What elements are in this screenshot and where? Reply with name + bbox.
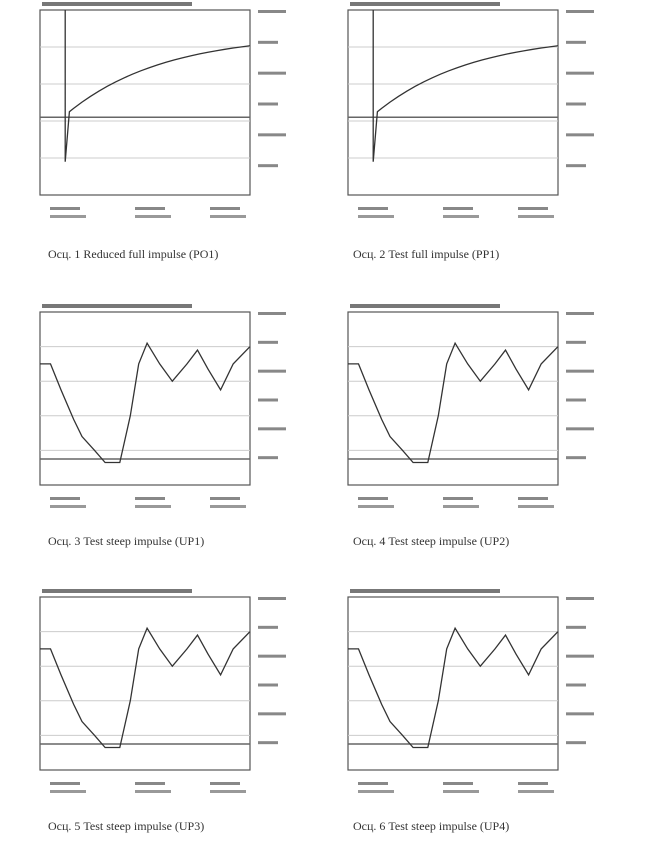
bottom-smudge xyxy=(358,782,388,785)
side-smudge xyxy=(566,41,586,44)
bottom-smudge xyxy=(358,215,394,218)
side-smudge xyxy=(258,399,278,402)
side-smudge xyxy=(566,456,586,459)
caption: Осц. 6 Test steep impulse (UP4) xyxy=(353,819,509,833)
waveform xyxy=(65,10,250,162)
side-smudge xyxy=(258,41,278,44)
header-smudge xyxy=(42,589,192,593)
side-smudge xyxy=(566,312,594,315)
side-smudge xyxy=(566,133,594,136)
bottom-smudge xyxy=(518,207,548,210)
header-smudge xyxy=(350,304,500,308)
plot-frame xyxy=(40,10,250,195)
side-smudge xyxy=(566,427,594,430)
side-smudge xyxy=(258,684,278,687)
waveform xyxy=(40,628,250,747)
side-smudge xyxy=(258,133,286,136)
bottom-smudge xyxy=(210,505,246,508)
side-smudge xyxy=(566,655,594,658)
side-smudge xyxy=(258,626,278,629)
bottom-smudge xyxy=(443,782,473,785)
header-smudge xyxy=(42,2,192,6)
header-smudge xyxy=(350,589,500,593)
side-smudge xyxy=(258,312,286,315)
bottom-smudge xyxy=(518,505,554,508)
bottom-smudge xyxy=(443,215,479,218)
side-smudge xyxy=(258,103,278,106)
side-smudge xyxy=(566,103,586,106)
bottom-smudge xyxy=(50,215,86,218)
side-smudge xyxy=(566,597,594,600)
bottom-smudge xyxy=(135,207,165,210)
side-smudge xyxy=(258,741,278,744)
bottom-smudge xyxy=(210,215,246,218)
page: Осц. 1 Reduced full impulse (PO1) Осц. 2 … xyxy=(0,0,645,842)
side-smudge xyxy=(258,10,286,13)
bottom-smudge xyxy=(210,497,240,500)
side-smudge xyxy=(258,164,278,167)
bottom-smudge xyxy=(358,505,394,508)
side-smudge xyxy=(258,712,286,715)
bottom-smudge xyxy=(443,207,473,210)
side-smudge xyxy=(566,72,594,75)
side-smudge xyxy=(258,597,286,600)
side-smudge xyxy=(566,684,586,687)
bottom-smudge xyxy=(210,790,246,793)
bottom-smudge xyxy=(135,790,171,793)
bottom-smudge xyxy=(135,497,165,500)
side-smudge xyxy=(258,655,286,658)
side-smudge xyxy=(258,341,278,344)
side-smudge xyxy=(566,164,586,167)
document: Осц. 1 Reduced full impulse (PO1) Осц. 2 … xyxy=(0,0,645,842)
caption: Осц. 1 Reduced full impulse (PO1) xyxy=(48,247,218,261)
header-smudge xyxy=(42,304,192,308)
side-smudge xyxy=(258,72,286,75)
side-smudge xyxy=(566,712,594,715)
waveform xyxy=(373,10,558,162)
bottom-smudge xyxy=(210,782,240,785)
bottom-smudge xyxy=(443,505,479,508)
bottom-smudge xyxy=(518,790,554,793)
side-smudge xyxy=(258,456,278,459)
bottom-smudge xyxy=(50,505,86,508)
side-smudge xyxy=(566,741,586,744)
caption: Осц. 4 Test steep impulse (UP2) xyxy=(353,534,509,548)
bottom-smudge xyxy=(358,207,388,210)
bottom-smudge xyxy=(210,207,240,210)
bottom-smudge xyxy=(135,215,171,218)
bottom-smudge xyxy=(443,790,479,793)
bottom-smudge xyxy=(50,207,80,210)
side-smudge xyxy=(566,341,586,344)
side-smudge xyxy=(566,370,594,373)
bottom-smudge xyxy=(50,497,80,500)
bottom-smudge xyxy=(358,790,394,793)
side-smudge xyxy=(258,427,286,430)
caption: Осц. 3 Test steep impulse (UP1) xyxy=(48,534,204,548)
waveform xyxy=(348,343,558,462)
header-smudge xyxy=(350,2,500,6)
bottom-smudge xyxy=(518,497,548,500)
bottom-smudge xyxy=(50,790,86,793)
side-smudge xyxy=(566,399,586,402)
caption: Осц. 5 Test steep impulse (UP3) xyxy=(48,819,204,833)
bottom-smudge xyxy=(518,215,554,218)
bottom-smudge xyxy=(135,782,165,785)
bottom-smudge xyxy=(358,497,388,500)
waveform xyxy=(348,628,558,747)
side-smudge xyxy=(566,10,594,13)
side-smudge xyxy=(258,370,286,373)
bottom-smudge xyxy=(50,782,80,785)
side-smudge xyxy=(566,626,586,629)
waveform xyxy=(40,343,250,462)
plot-frame xyxy=(348,10,558,195)
bottom-smudge xyxy=(518,782,548,785)
caption: Осц. 2 Test full impulse (PP1) xyxy=(353,247,499,261)
bottom-smudge xyxy=(443,497,473,500)
bottom-smudge xyxy=(135,505,171,508)
